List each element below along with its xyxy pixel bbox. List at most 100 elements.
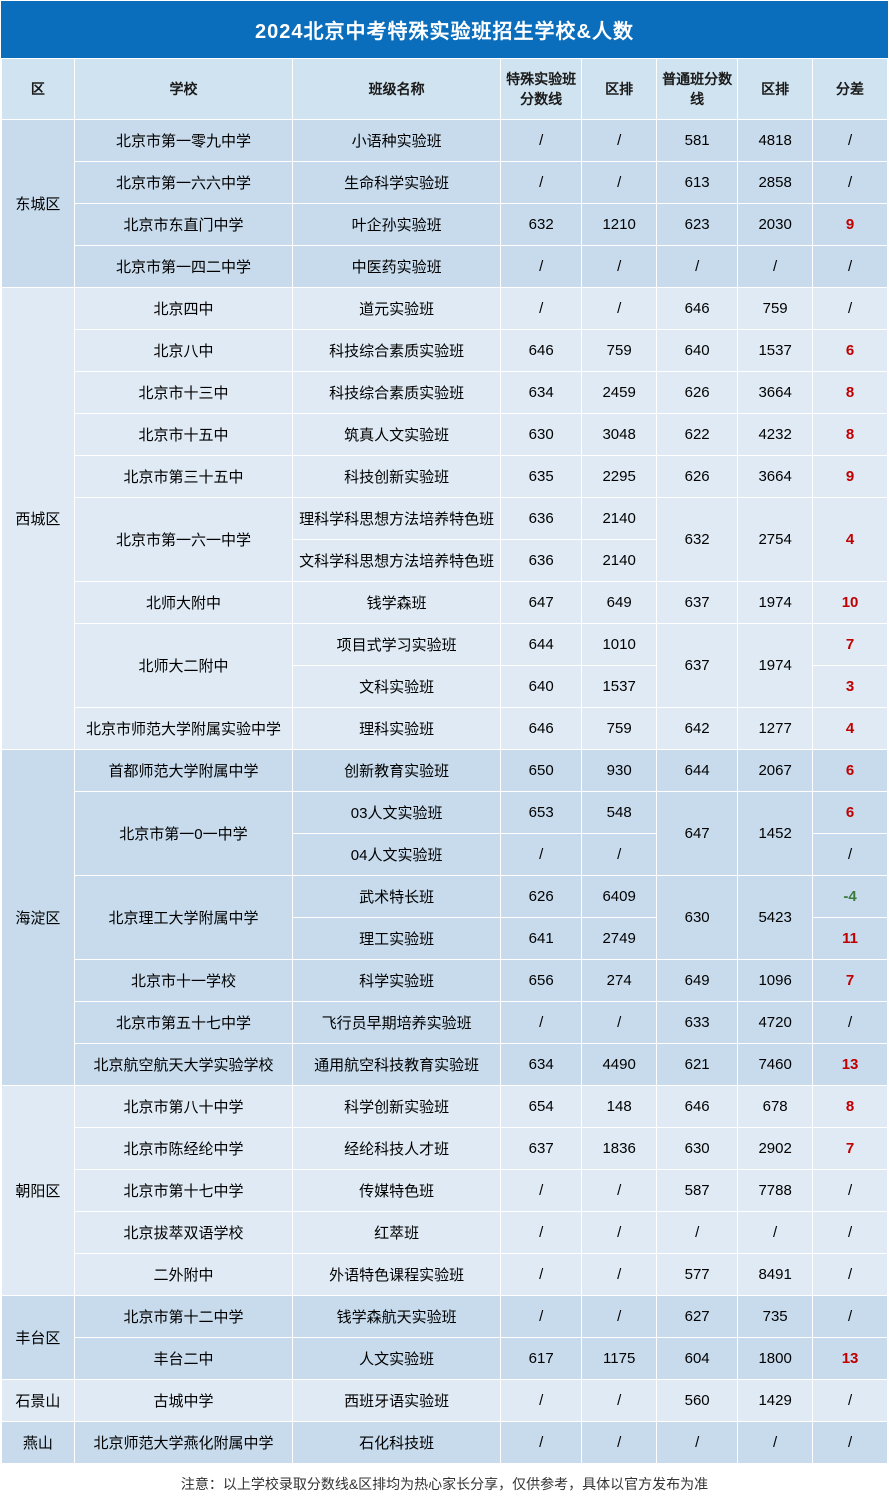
special-rank-cell: 3048: [582, 414, 657, 456]
special-rank-cell: /: [582, 1380, 657, 1422]
class-cell: 叶企孙实验班: [293, 204, 501, 246]
class-cell: 传媒特色班: [293, 1170, 501, 1212]
normal-score-cell: 587: [657, 1170, 738, 1212]
special-rank-cell: 1537: [582, 666, 657, 708]
table-row: 丰台二中人文实验班6171175604180013: [2, 1338, 888, 1380]
class-cell: 武术特长班: [293, 876, 501, 918]
normal-score-cell: 640: [657, 330, 738, 372]
table-row: 北京八中科技综合素质实验班64675964015376: [2, 330, 888, 372]
special-rank-cell: /: [582, 1212, 657, 1254]
table-container: 2024北京中考特殊实验班招生学校&人数 区 学校 班级名称 特殊实验班分数线 …: [0, 0, 889, 1509]
class-cell: 筑真人文实验班: [293, 414, 501, 456]
special-score-cell: 634: [501, 1044, 582, 1086]
school-cell: 北京市陈经纶中学: [74, 1128, 292, 1170]
table-row: 海淀区首都师范大学附属中学创新教育实验班65093064420676: [2, 750, 888, 792]
diff-cell: /: [813, 1296, 888, 1338]
diff-cell: 6: [813, 330, 888, 372]
normal-rank-cell: 2858: [738, 162, 813, 204]
school-cell: 二外附中: [74, 1254, 292, 1296]
school-cell: 北京师范大学燕化附属中学: [74, 1422, 292, 1464]
school-cell: 首都师范大学附属中学: [74, 750, 292, 792]
diff-cell: 11: [813, 918, 888, 960]
table-row: 北京市第一六一中学理科学科思想方法培养特色班636214063227544: [2, 498, 888, 540]
normal-score-cell: 626: [657, 456, 738, 498]
table-row: 北京理工大学附属中学武术特长班62664096305423-4: [2, 876, 888, 918]
special-rank-cell: 2140: [582, 498, 657, 540]
class-cell: 经纶科技人才班: [293, 1128, 501, 1170]
diff-cell: /: [813, 246, 888, 288]
special-score-cell: /: [501, 1422, 582, 1464]
normal-score-cell: 637: [657, 624, 738, 708]
diff-cell: 4: [813, 498, 888, 582]
school-cell: 丰台二中: [74, 1338, 292, 1380]
table-row: 二外附中外语特色课程实验班//5778491/: [2, 1254, 888, 1296]
table-row: 石景山古城中学西班牙语实验班//5601429/: [2, 1380, 888, 1422]
class-cell: 文科学科思想方法培养特色班: [293, 540, 501, 582]
special-score-cell: 637: [501, 1128, 582, 1170]
normal-rank-cell: 1974: [738, 582, 813, 624]
special-score-cell: /: [501, 120, 582, 162]
diff-cell: /: [813, 1002, 888, 1044]
diff-cell: /: [813, 162, 888, 204]
special-score-cell: 630: [501, 414, 582, 456]
col-class: 班级名称: [293, 59, 501, 120]
normal-rank-cell: 2902: [738, 1128, 813, 1170]
table-row: 北京市第一四二中学中医药实验班/////: [2, 246, 888, 288]
school-cell: 北京市东直门中学: [74, 204, 292, 246]
normal-score-cell: 627: [657, 1296, 738, 1338]
col-score2: 普通班分数线: [657, 59, 738, 120]
district-cell: 朝阳区: [2, 1086, 75, 1296]
normal-score-cell: 613: [657, 162, 738, 204]
normal-rank-cell: 1096: [738, 960, 813, 1002]
class-cell: 科学创新实验班: [293, 1086, 501, 1128]
class-cell: 道元实验班: [293, 288, 501, 330]
special-score-cell: /: [501, 246, 582, 288]
special-rank-cell: 4490: [582, 1044, 657, 1086]
class-cell: 外语特色课程实验班: [293, 1254, 501, 1296]
normal-rank-cell: 2754: [738, 498, 813, 582]
class-cell: 文科实验班: [293, 666, 501, 708]
class-cell: 04人文实验班: [293, 834, 501, 876]
diff-cell: /: [813, 1212, 888, 1254]
normal-score-cell: 632: [657, 498, 738, 582]
diff-cell: 8: [813, 372, 888, 414]
normal-rank-cell: 735: [738, 1296, 813, 1338]
normal-rank-cell: 759: [738, 288, 813, 330]
normal-score-cell: /: [657, 246, 738, 288]
special-score-cell: 634: [501, 372, 582, 414]
special-rank-cell: /: [582, 288, 657, 330]
diff-cell: /: [813, 1254, 888, 1296]
normal-rank-cell: 1974: [738, 624, 813, 708]
normal-rank-cell: 1537: [738, 330, 813, 372]
normal-rank-cell: 1277: [738, 708, 813, 750]
diff-cell: 8: [813, 414, 888, 456]
special-rank-cell: 649: [582, 582, 657, 624]
table-row: 西城区北京四中道元实验班//646759/: [2, 288, 888, 330]
school-cell: 北师大附中: [74, 582, 292, 624]
district-cell: 东城区: [2, 120, 75, 288]
special-score-cell: 617: [501, 1338, 582, 1380]
table-row: 北京市师范大学附属实验中学理科实验班64675964212774: [2, 708, 888, 750]
col-diff: 分差: [813, 59, 888, 120]
school-cell: 北京市第三十五中: [74, 456, 292, 498]
district-cell: 石景山: [2, 1380, 75, 1422]
class-cell: 西班牙语实验班: [293, 1380, 501, 1422]
table-row: 北京市第五十七中学飞行员早期培养实验班//6334720/: [2, 1002, 888, 1044]
diff-cell: /: [813, 1422, 888, 1464]
special-score-cell: /: [501, 1170, 582, 1212]
special-rank-cell: 1175: [582, 1338, 657, 1380]
normal-rank-cell: 4232: [738, 414, 813, 456]
special-score-cell: 646: [501, 330, 582, 372]
table-row: 燕山北京师范大学燕化附属中学石化科技班/////: [2, 1422, 888, 1464]
special-rank-cell: 2459: [582, 372, 657, 414]
normal-rank-cell: 7460: [738, 1044, 813, 1086]
special-rank-cell: 2749: [582, 918, 657, 960]
table-row: 北京市十三中科技综合素质实验班634245962636648: [2, 372, 888, 414]
normal-rank-cell: 2030: [738, 204, 813, 246]
normal-rank-cell: 678: [738, 1086, 813, 1128]
diff-cell: 13: [813, 1338, 888, 1380]
diff-cell: /: [813, 120, 888, 162]
class-cell: 生命科学实验班: [293, 162, 501, 204]
col-district: 区: [2, 59, 75, 120]
special-score-cell: /: [501, 1212, 582, 1254]
